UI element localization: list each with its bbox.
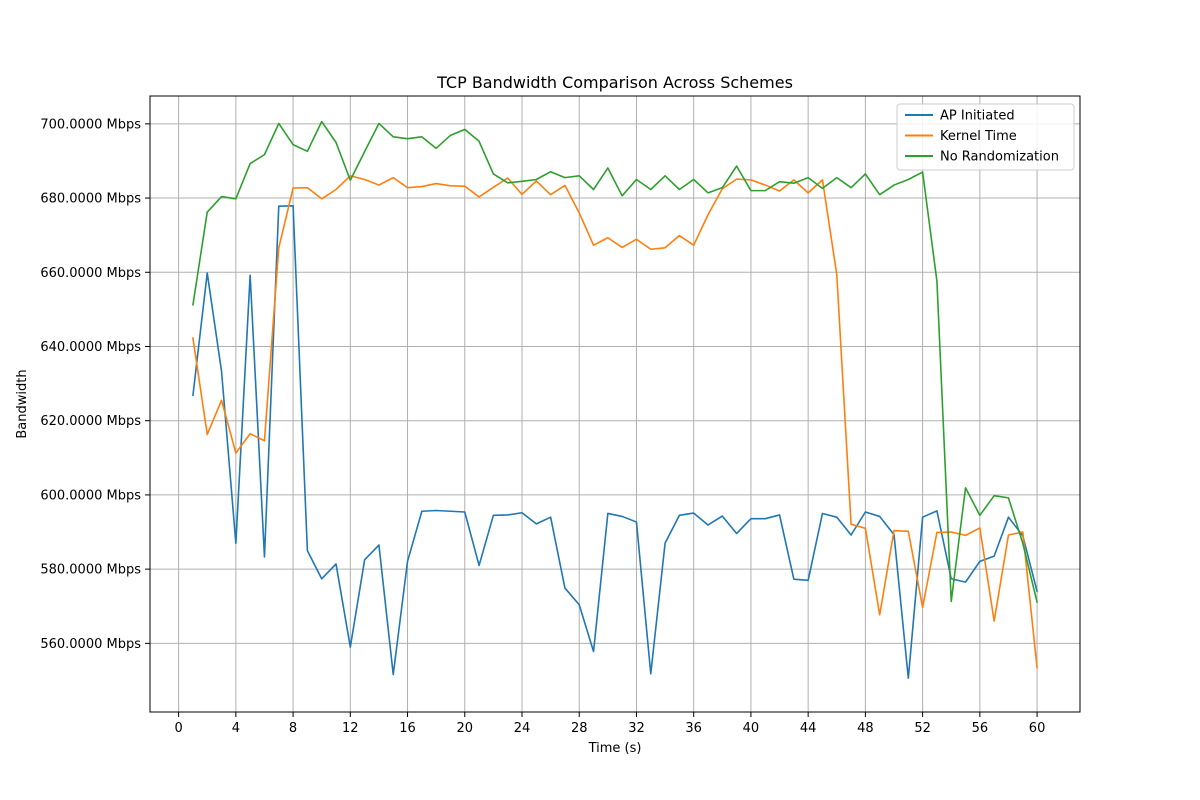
x-tick-label: 0 xyxy=(174,721,182,736)
x-tick-label: 40 xyxy=(743,721,760,736)
x-tick-label: 56 xyxy=(972,721,989,736)
legend: AP Initiated Kernel Time No Randomization xyxy=(896,103,1075,171)
series-lines xyxy=(192,120,1038,680)
y-tick-label: 580.0000 Mbps xyxy=(40,563,141,578)
y-tick-label: 640.0000 Mbps xyxy=(40,340,141,355)
x-tick-label: 4 xyxy=(232,721,240,736)
y-tick-label: 680.0000 Mbps xyxy=(40,192,141,207)
series-line-no-randomization xyxy=(192,120,1038,603)
x-tick-label: 16 xyxy=(399,721,416,736)
x-axis-label: Time (s) xyxy=(588,741,642,756)
legend-box xyxy=(896,103,1075,171)
x-tick-label: 52 xyxy=(914,721,931,736)
y-axis: 560.0000 Mbps 580.0000 Mbps 600.0000 Mbps 6… xyxy=(40,117,150,652)
series-line-ap-initiated xyxy=(192,205,1038,680)
x-tick-label: 28 xyxy=(571,721,588,736)
x-tick-label: 32 xyxy=(628,721,645,736)
x-axis: 0 4 8 12 16 20 24 28 32 36 40 44 48 52 56 60 xyxy=(174,712,1045,736)
x-tick-label: 20 xyxy=(456,721,473,736)
series-line-kernel-time xyxy=(192,174,1038,669)
y-tick-label: 560.0000 Mbps xyxy=(40,637,141,652)
x-tick-label: 8 xyxy=(289,721,297,736)
chart-title: TCP Bandwidth Comparison Across Schemes xyxy=(436,73,793,92)
legend-label: Kernel Time xyxy=(940,129,1017,144)
y-tick-label: 600.0000 Mbps xyxy=(40,488,141,503)
x-tick-label: 48 xyxy=(857,721,874,736)
x-tick-label: 36 xyxy=(685,721,702,736)
legend-label: No Randomization xyxy=(940,150,1059,165)
y-tick-label: 660.0000 Mbps xyxy=(40,266,141,281)
y-tick-label: 700.0000 Mbps xyxy=(40,117,141,132)
x-tick-label: 60 xyxy=(1029,721,1046,736)
legend-label: AP Initiated xyxy=(940,109,1015,124)
grid xyxy=(150,96,1080,712)
x-tick-label: 12 xyxy=(342,721,359,736)
plot-frame xyxy=(149,95,1081,713)
x-tick-label: 44 xyxy=(800,721,817,736)
x-tick-label: 24 xyxy=(514,721,531,736)
y-axis-label: Bandwidth xyxy=(15,369,30,438)
y-tick-label: 620.0000 Mbps xyxy=(40,414,141,429)
